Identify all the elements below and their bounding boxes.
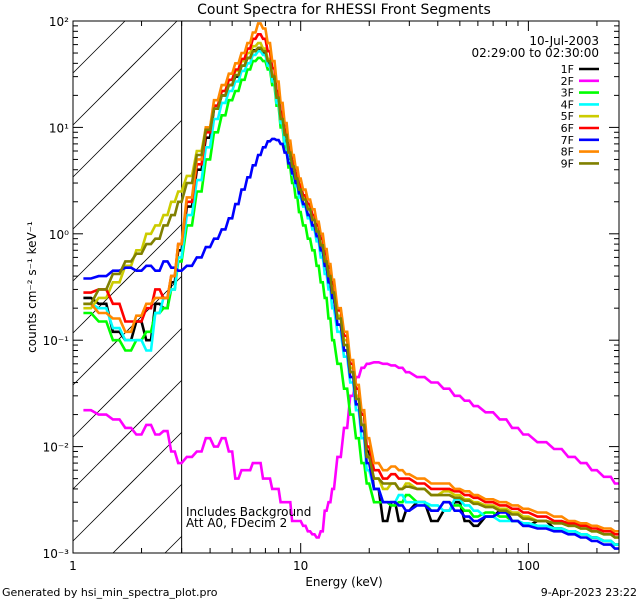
y-tick-label: 10¹ bbox=[49, 121, 69, 135]
hatch-line bbox=[72, 172, 182, 282]
x-tick-label: 100 bbox=[517, 559, 540, 573]
x-axis-label: Energy (keV) bbox=[305, 575, 382, 589]
hatch-line bbox=[72, 328, 182, 438]
hatch-line bbox=[112, 484, 182, 554]
chart-title: Count Spectra for RHESSI Front Segments bbox=[197, 2, 491, 18]
hatch-line bbox=[72, 380, 182, 490]
legend-label-2f: 2F bbox=[561, 75, 574, 88]
footer-timestamp: 9-Apr-2023 23:22 bbox=[541, 586, 637, 599]
y-tick-label: 10⁻¹ bbox=[43, 334, 70, 348]
legend-label-5f: 5F bbox=[561, 110, 574, 123]
footer-generated-by: Generated by hsi_min_spectra_plot.pro bbox=[2, 586, 218, 599]
y-axis-label: counts cm⁻² s⁻¹ keV⁻¹ bbox=[25, 221, 39, 353]
series-line-6f bbox=[83, 33, 619, 536]
x-tick-labels: 1 10 100 bbox=[69, 559, 540, 573]
y-tick-labels: 10⁻³ 10⁻² 10⁻¹ 10⁰ 10¹ 10² bbox=[43, 15, 70, 561]
plot-frame bbox=[72, 20, 620, 554]
hatch-line bbox=[72, 120, 182, 230]
axis-ticks bbox=[72, 21, 619, 554]
legend-label-1f: 1F bbox=[561, 63, 574, 76]
legend-label-8f: 8F bbox=[561, 146, 574, 159]
legend-label-7f: 7F bbox=[561, 134, 574, 147]
series-line-8f bbox=[83, 22, 619, 533]
y-tick-label: 10⁻³ bbox=[43, 547, 70, 561]
series-group bbox=[83, 22, 619, 550]
hatch-line bbox=[72, 432, 182, 542]
y-tick-label: 10⁰ bbox=[49, 228, 69, 242]
hatch-line bbox=[72, 20, 126, 74]
time-range-label: 02:29:00 to 02:30:00 bbox=[472, 46, 599, 60]
legend-label-4f: 4F bbox=[561, 98, 574, 111]
x-tick-label: 1 bbox=[69, 559, 77, 573]
series-line-9f bbox=[83, 46, 619, 539]
annotation-attenuator: Att A0, FDecim 2 bbox=[186, 516, 287, 530]
y-tick-label: 10⁻² bbox=[43, 441, 70, 455]
series-line-4f bbox=[83, 49, 619, 546]
hatched-region bbox=[72, 20, 182, 554]
hatch-line bbox=[164, 536, 182, 554]
legend-label-9f: 9F bbox=[561, 157, 574, 170]
legend-label-6f: 6F bbox=[561, 122, 574, 135]
hatch-line bbox=[72, 20, 178, 126]
hatch-line bbox=[72, 68, 182, 178]
annotation-background: Includes Background bbox=[186, 505, 311, 519]
date-label: 10-Jul-2003 bbox=[529, 34, 599, 48]
series-line-2f bbox=[83, 361, 619, 539]
x-tick-label: 10 bbox=[293, 559, 308, 573]
legend-label-3f: 3F bbox=[561, 87, 574, 100]
y-tick-label: 10² bbox=[49, 15, 69, 29]
series-line-3f bbox=[83, 56, 619, 546]
series-line-7f bbox=[83, 137, 619, 550]
series-line-5f bbox=[83, 41, 619, 539]
